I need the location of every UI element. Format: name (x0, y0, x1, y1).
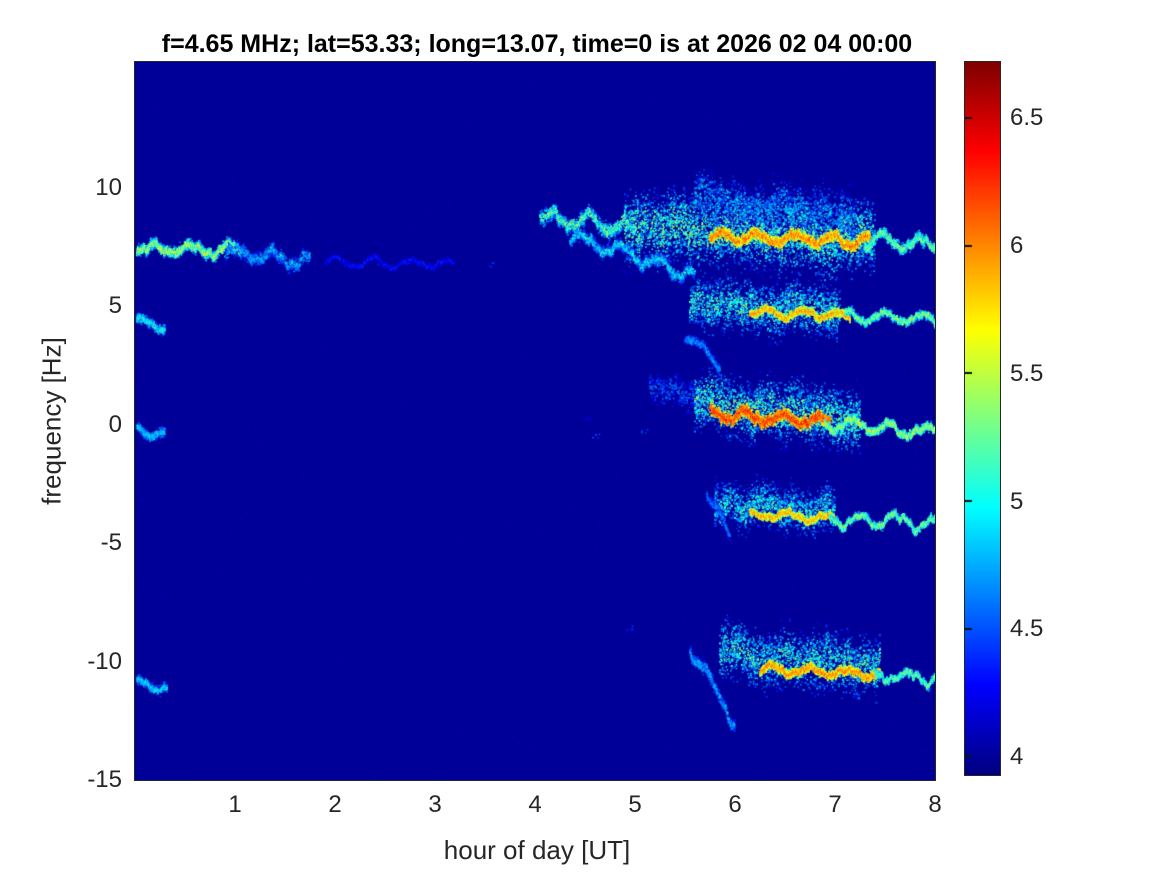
x-tick-label: 5 (628, 791, 642, 818)
spectrogram-canvas (135, 62, 935, 780)
colorbar-tick-label: 6 (1010, 232, 1024, 259)
x-tick-label: 8 (928, 791, 942, 818)
y-tick-label: 10 (95, 173, 122, 201)
colorbar-tick-label: 6.5 (1010, 104, 1044, 132)
y-tick-label: -15 (87, 766, 122, 793)
y-tick-label: -5 (100, 529, 122, 557)
colorbar-tick-label: 5 (1010, 487, 1024, 515)
colorbar-gradient-canvas (965, 62, 1000, 775)
x-tick-label: 3 (428, 791, 442, 818)
chart-title: f=4.65 MHz; lat=53.33; long=13.07, time=… (161, 30, 913, 58)
x-tick-label: 7 (828, 791, 842, 818)
x-tick-label: 4 (528, 791, 542, 818)
colorbar-tick-label: 5.5 (1010, 359, 1044, 387)
colorbar (964, 61, 1001, 776)
plot-area (134, 61, 936, 781)
colorbar-tick-label: 4 (1010, 743, 1024, 771)
x-axis-label: hour of day [UT] (443, 835, 631, 865)
x-tick-label: 2 (328, 791, 342, 818)
y-axis-label: frequency [Hz] (36, 337, 67, 505)
x-tick-label: 1 (228, 791, 242, 818)
y-tick-label: 5 (108, 292, 122, 320)
x-tick-label: 6 (728, 791, 742, 818)
y-tick-label: -10 (87, 647, 122, 675)
colorbar-tick-label: 4.5 (1010, 615, 1044, 643)
